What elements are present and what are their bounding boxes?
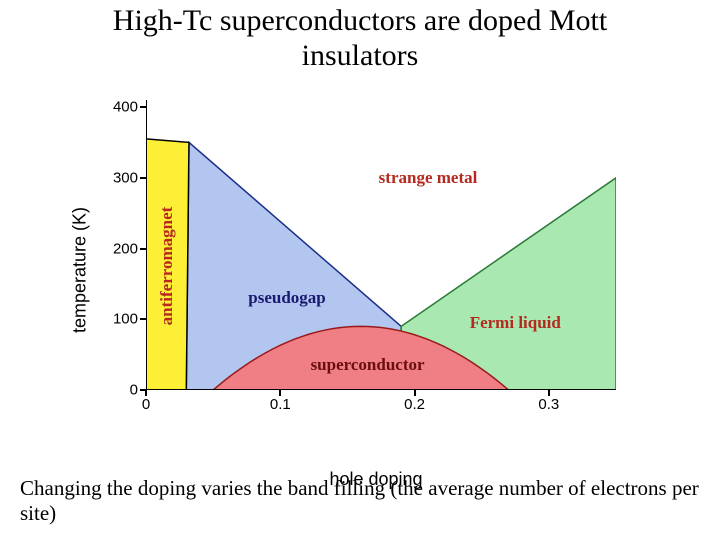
x-tick-mark <box>279 390 281 396</box>
antiferromagnet-label: antiferromagnet <box>157 207 177 326</box>
fermi-liquid-label: Fermi liquid <box>470 313 561 333</box>
slide-title: High-Tc superconductors are doped Mott i… <box>0 4 720 73</box>
x-tick-mark <box>548 390 550 396</box>
y-tick-mark <box>140 177 146 179</box>
phase-diagram-chart: temperature (K) 010020030040000.10.20.3s… <box>96 100 656 440</box>
y-tick-mark <box>140 318 146 320</box>
x-tick-mark <box>414 390 416 396</box>
y-tick-mark <box>140 106 146 108</box>
strange-metal-label: strange metal <box>379 168 478 188</box>
phase-diagram-svg <box>146 100 616 390</box>
plot-area: 010020030040000.10.20.3strange metalpseu… <box>146 100 616 390</box>
y-tick-mark <box>140 248 146 250</box>
y-axis-label: temperature (K) <box>70 207 91 333</box>
slide: High-Tc superconductors are doped Mott i… <box>0 0 720 540</box>
title-line-2: insulators <box>302 39 419 72</box>
pseudogap-label: pseudogap <box>248 288 325 308</box>
slide-caption: Changing the doping varies the band fill… <box>20 476 700 526</box>
x-tick-mark <box>145 390 147 396</box>
title-line-1: High-Tc superconductors are doped Mott <box>113 4 607 37</box>
superconductor-label: superconductor <box>311 355 425 375</box>
